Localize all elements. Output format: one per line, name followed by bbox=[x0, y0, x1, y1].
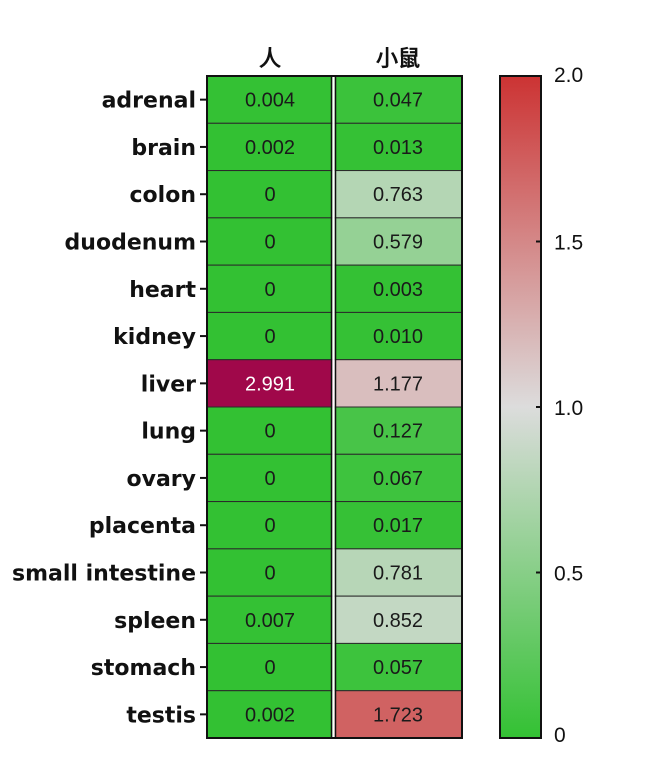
row-label: heart bbox=[129, 278, 196, 303]
row-label: stomach bbox=[91, 656, 196, 681]
cell-value-label: 0.057 bbox=[373, 657, 423, 679]
row-label: brain bbox=[131, 136, 196, 161]
heatmap-border bbox=[206, 75, 463, 739]
cell-value-label: 0 bbox=[264, 279, 275, 301]
heatmap-cell bbox=[206, 595, 334, 644]
scale-tick-label: 2.0 bbox=[554, 64, 583, 87]
heatmap-cell bbox=[333, 548, 463, 597]
cell-value-label: 0 bbox=[264, 563, 275, 585]
heatmap-cell bbox=[333, 75, 463, 124]
cell-value-label: 0.127 bbox=[373, 421, 423, 443]
cell-value-label: 0.007 bbox=[245, 610, 295, 632]
cell-value-label: 0 bbox=[264, 657, 275, 679]
scale-tick-label: 0 bbox=[554, 724, 566, 747]
cell-value-label: 0 bbox=[264, 184, 275, 206]
heatmap-cell bbox=[333, 122, 463, 172]
heatmap-cell bbox=[206, 548, 334, 597]
cell-value-label: 0 bbox=[264, 326, 275, 348]
column-label: 人 bbox=[259, 47, 281, 72]
cell-value-label: 2.991 bbox=[245, 373, 295, 395]
row-label: duodenum bbox=[65, 231, 196, 256]
scale-tick-label: 1.0 bbox=[554, 397, 583, 420]
heatmap-cell bbox=[333, 501, 463, 550]
heatmap-cell bbox=[206, 122, 334, 172]
heatmap-cell bbox=[206, 690, 334, 739]
cell-value-label: 0.013 bbox=[373, 137, 423, 159]
row-label: lung bbox=[141, 420, 196, 445]
cell-value-label: 0.004 bbox=[245, 90, 295, 112]
cell-value-label: 0.010 bbox=[373, 326, 423, 348]
scale-tick-label: 0.5 bbox=[554, 563, 583, 586]
cell-value-label: 0.003 bbox=[373, 279, 423, 301]
row-label: ovary bbox=[127, 467, 197, 492]
cell-value-label: 0.017 bbox=[373, 515, 423, 537]
row-label: small intestine bbox=[12, 562, 196, 587]
heatmap-cell bbox=[333, 264, 463, 313]
row-label: spleen bbox=[114, 609, 196, 634]
cell-value-label: 1.177 bbox=[373, 373, 423, 395]
cell-value-label: 0 bbox=[264, 421, 275, 443]
column-label: 小鼠 bbox=[376, 47, 420, 72]
row-label: liver bbox=[141, 372, 196, 397]
row-label: testis bbox=[126, 703, 196, 728]
cell-value-label: 0 bbox=[264, 468, 275, 490]
cell-value-label: 0.002 bbox=[245, 137, 295, 159]
heatmap-cell bbox=[333, 311, 463, 361]
cell-value-label: 0.002 bbox=[245, 704, 295, 726]
color-scale-bar bbox=[499, 75, 542, 739]
cell-value-label: 1.723 bbox=[373, 704, 423, 726]
cell-value-label: 0 bbox=[264, 232, 275, 254]
cell-value-label: 0.067 bbox=[373, 468, 423, 490]
heatmap-cell bbox=[206, 501, 334, 550]
heatmap-cell bbox=[206, 75, 334, 124]
cell-value-label: 0.047 bbox=[373, 90, 423, 112]
scale-tick-label: 1.5 bbox=[554, 232, 583, 255]
cell-value-label: 0.579 bbox=[373, 232, 423, 254]
cell-value-label: 0.781 bbox=[373, 563, 423, 585]
heatmap-cell bbox=[206, 642, 334, 692]
cell-value-label: 0.763 bbox=[373, 184, 423, 206]
row-label: adrenal bbox=[102, 89, 196, 114]
cell-value-label: 0.852 bbox=[373, 610, 423, 632]
row-label: placenta bbox=[89, 514, 196, 539]
heatmap-cell bbox=[333, 359, 463, 408]
heatmap-cell bbox=[333, 690, 463, 739]
row-label: colon bbox=[130, 183, 196, 208]
cell-value-label: 0 bbox=[264, 515, 275, 537]
heatmap-cell bbox=[333, 170, 463, 219]
row-label: kidney bbox=[113, 325, 196, 350]
color-scale-legend: 0 0.5 1.0 1.5 2.0 bbox=[499, 64, 583, 747]
